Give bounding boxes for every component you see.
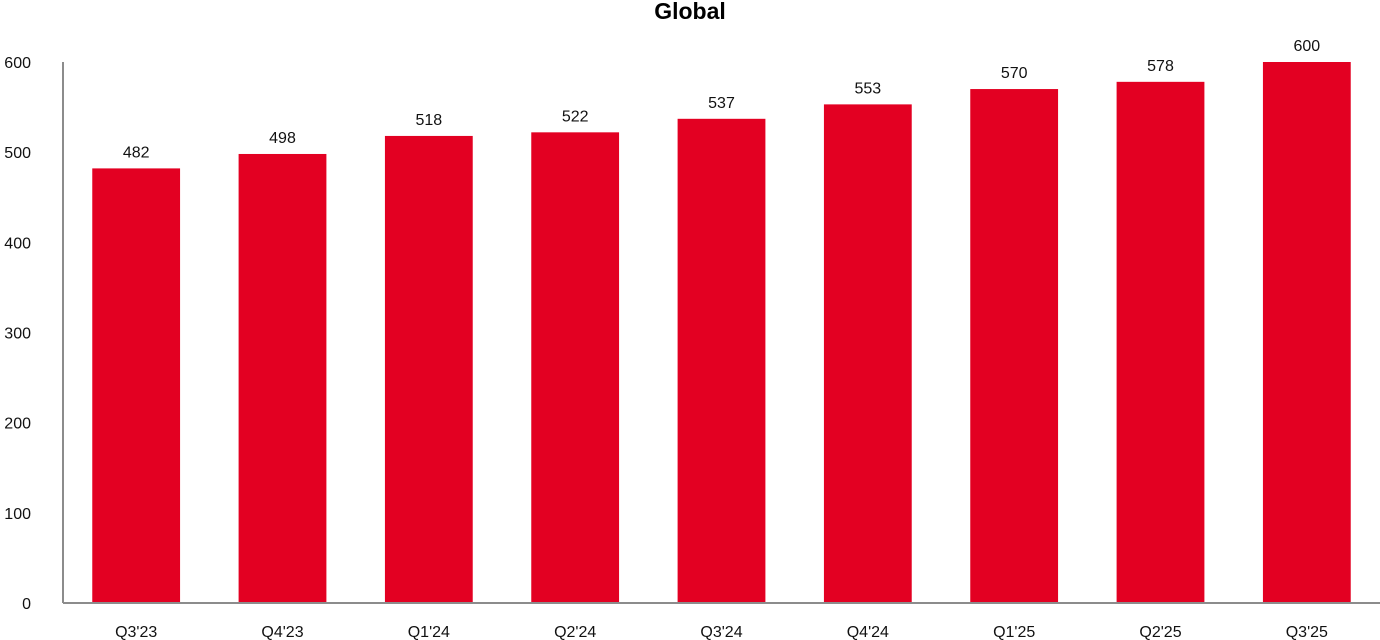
data-label: 537 <box>708 95 735 112</box>
data-label: 518 <box>415 112 442 129</box>
data-label: 498 <box>269 130 296 147</box>
y-tick-label: 300 <box>4 326 31 343</box>
bar <box>677 118 766 604</box>
data-label: 482 <box>123 144 150 161</box>
bar <box>531 132 620 603</box>
data-label: 570 <box>1001 65 1028 82</box>
data-label: 600 <box>1293 38 1320 55</box>
data-label: 578 <box>1147 58 1174 75</box>
x-tick-label: Q2'24 <box>554 624 596 640</box>
x-tick-label: Q4'23 <box>261 624 303 640</box>
x-tick-label: Q3'23 <box>115 624 157 640</box>
data-labels: 482 498 518 522 537 553 570 578 600 <box>123 38 1320 161</box>
y-tick-label: 100 <box>4 506 31 523</box>
x-tick-label: Q2'25 <box>1139 624 1181 640</box>
bars <box>92 62 1351 604</box>
bar <box>92 168 181 603</box>
x-tick-label: Q1'25 <box>993 624 1035 640</box>
y-axis-ticks: 0 100 200 300 400 500 600 <box>4 55 31 613</box>
x-tick-label: Q1'24 <box>408 624 450 640</box>
bar <box>238 153 327 603</box>
chart-title: Global <box>654 0 726 24</box>
x-tick-label: Q3'24 <box>700 624 742 640</box>
x-tick-label: Q3'25 <box>1286 624 1328 640</box>
bar <box>970 89 1059 604</box>
data-label: 553 <box>854 80 881 97</box>
data-label: 522 <box>562 108 589 125</box>
bar <box>823 104 912 604</box>
y-tick-label: 200 <box>4 416 31 433</box>
x-tick-label: Q4'24 <box>847 624 889 640</box>
y-tick-label: 0 <box>22 596 31 613</box>
bar <box>384 135 473 604</box>
y-tick-label: 400 <box>4 235 31 252</box>
x-axis-ticks: Q3'23 Q4'23 Q1'24 Q2'24 Q3'24 Q4'24 Q1'25 Q2'25… <box>115 624 1328 640</box>
bar <box>1116 81 1205 603</box>
y-tick-label: 500 <box>4 145 31 162</box>
y-tick-label: 600 <box>4 55 31 72</box>
bar <box>1262 62 1351 603</box>
